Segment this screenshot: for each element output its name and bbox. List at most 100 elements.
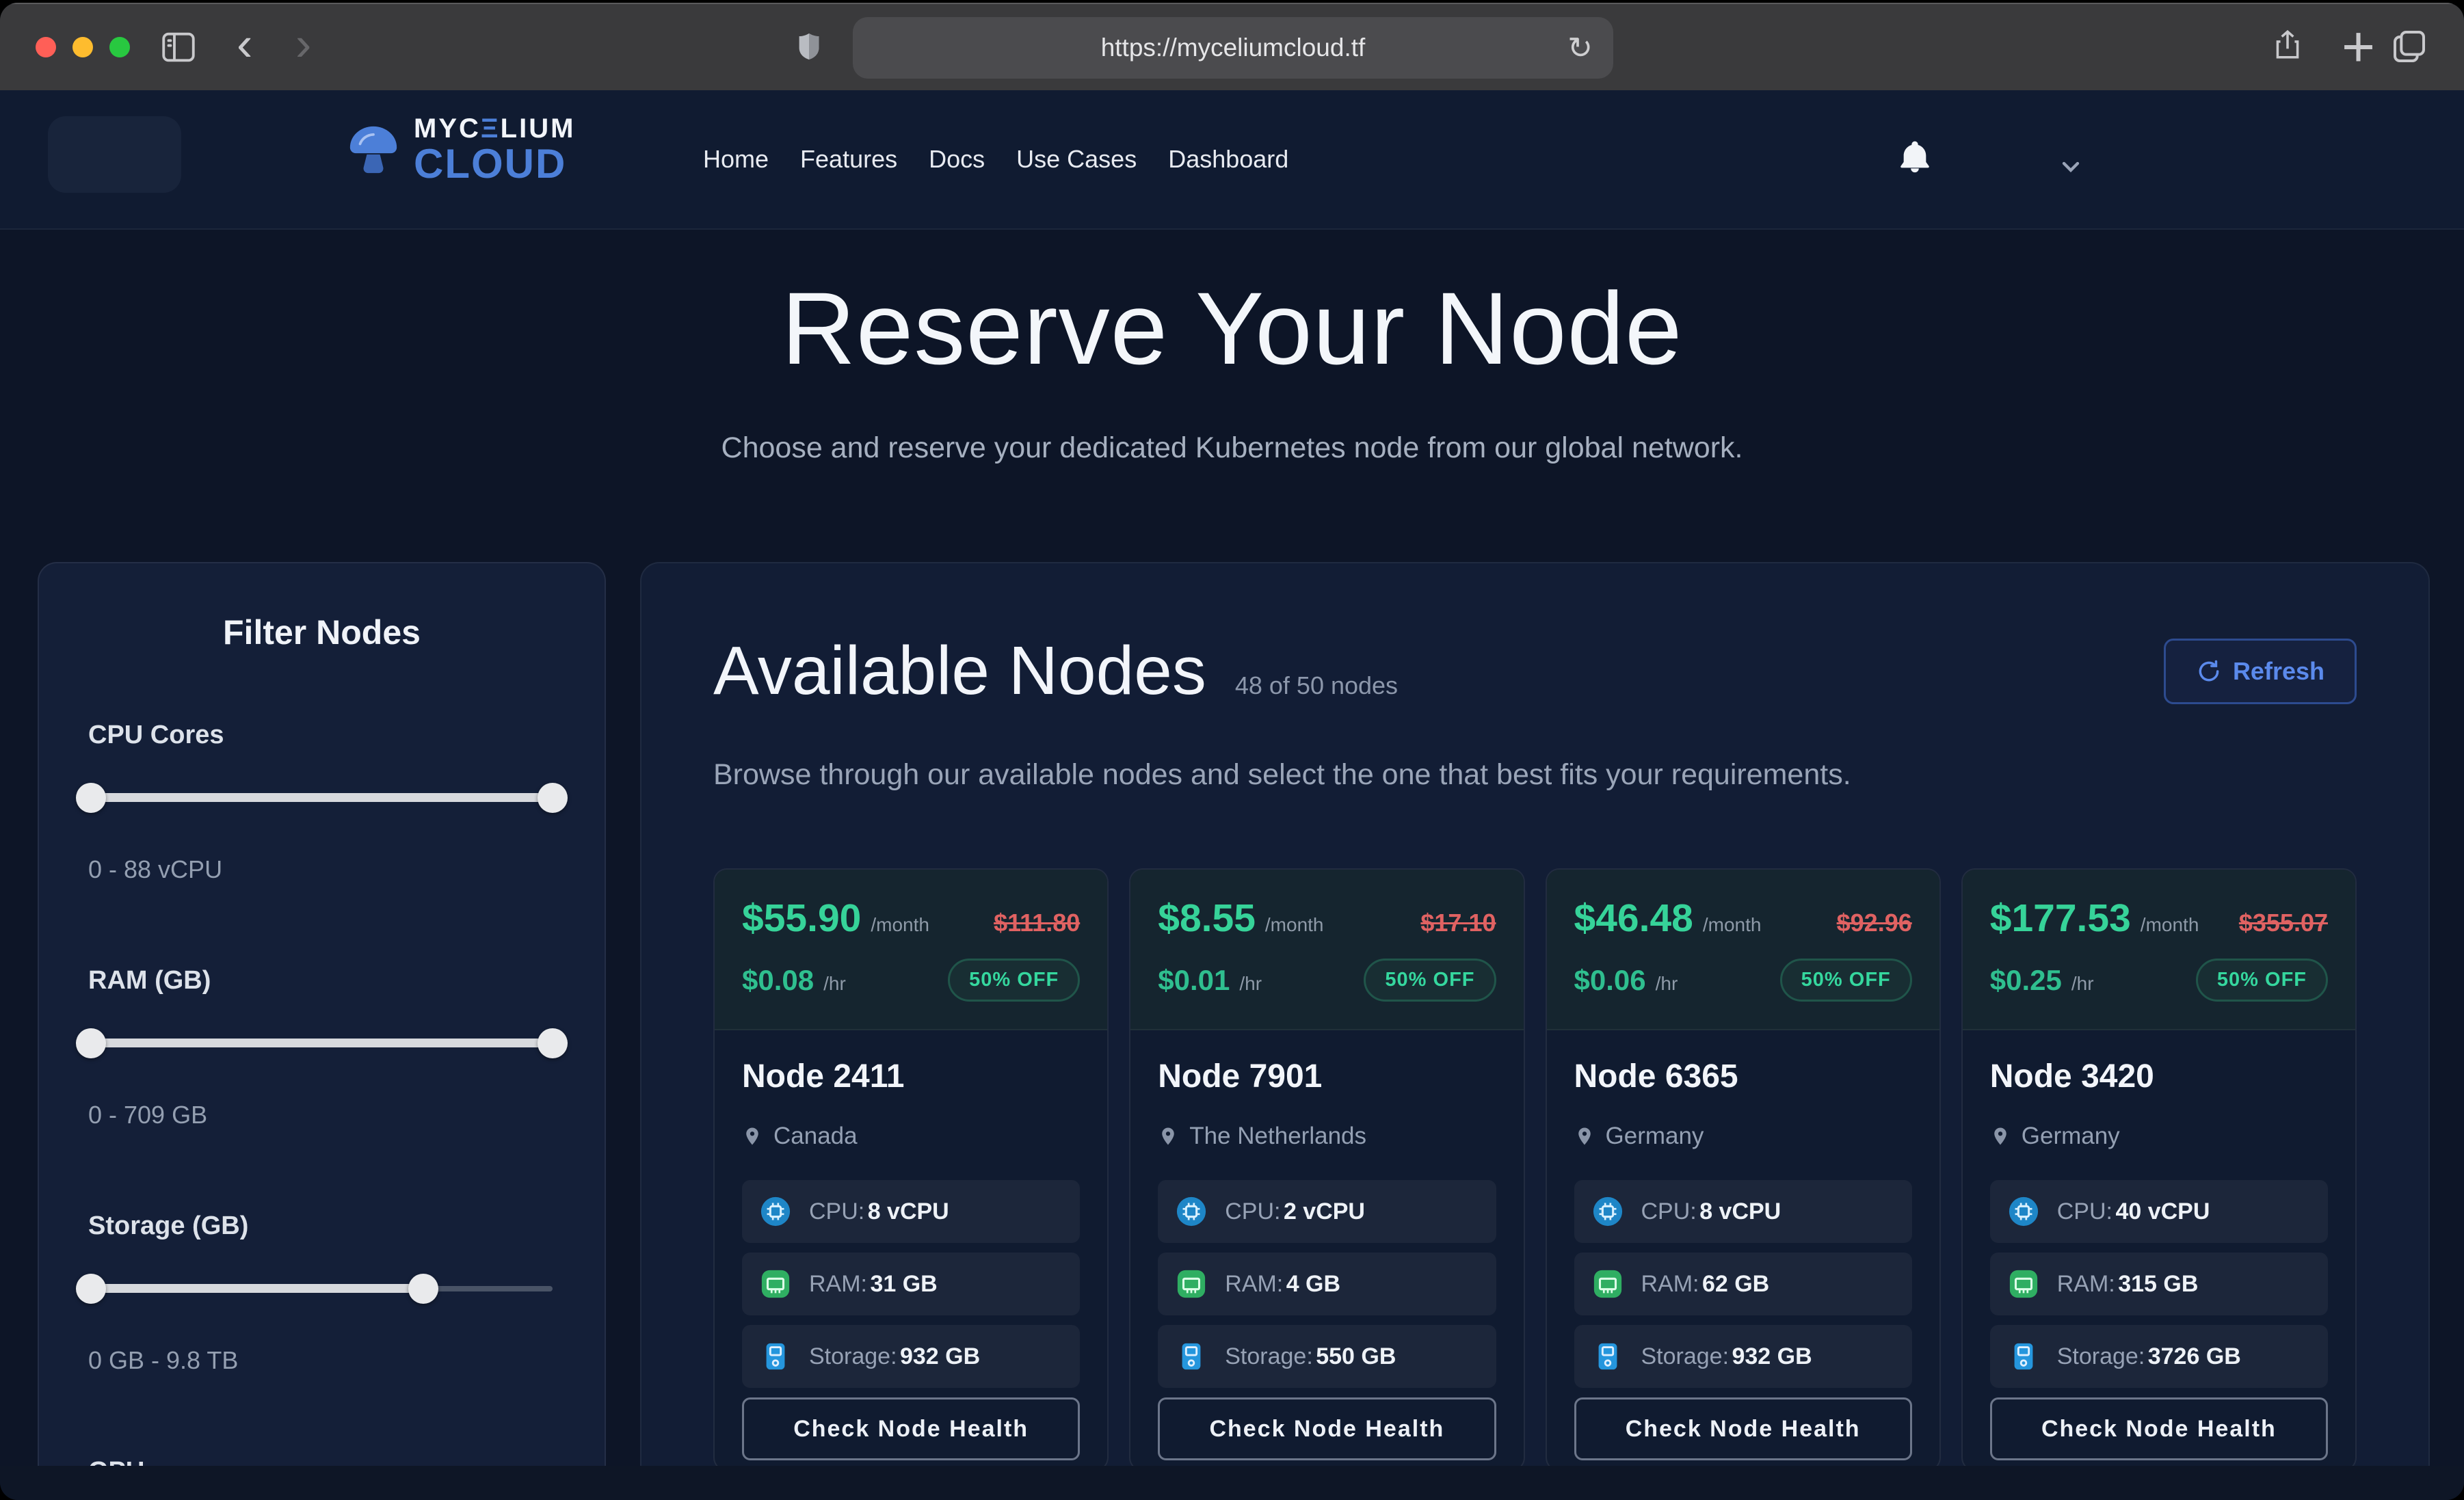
storage-value: 932 GB: [1732, 1343, 1812, 1369]
price-month-unit: /month: [1702, 914, 1762, 935]
old-price: $111.80: [994, 909, 1081, 937]
storage-value: 932 GB: [899, 1343, 981, 1369]
storage-filter-label: Storage (GB): [88, 1211, 249, 1240]
ram-icon: [1592, 1268, 1624, 1300]
storage-slider-max-handle[interactable]: [408, 1274, 438, 1304]
available-nodes-description: Browse through our available nodes and s…: [713, 758, 1851, 791]
brand-logo[interactable]: MYCΞLIUM CLOUD: [345, 115, 575, 185]
ram-value: 4 GB: [1286, 1270, 1341, 1297]
storage-spec-row: Storage: 932 GB: [1574, 1325, 1912, 1388]
share-icon[interactable]: [2270, 23, 2305, 66]
ram-icon: [760, 1268, 791, 1300]
ram-value: 315 GB: [2118, 1270, 2199, 1297]
url-text: https://myceliumcloud.tf: [1100, 34, 1366, 62]
refresh-label: Refresh: [2232, 656, 2324, 685]
node-card-pricing: $46.48 /month $92.96 $0.06 /hr 50% OFF: [1546, 870, 1939, 1030]
page-fold-strip: [0, 1466, 2464, 1500]
check-node-health-button[interactable]: Check Node Health: [1574, 1397, 1912, 1460]
cpu-filter-label: CPU Cores: [88, 721, 224, 749]
cpu-value: 40 vCPU: [2115, 1198, 2210, 1224]
privacy-shield-icon[interactable]: [793, 27, 825, 66]
node-card-pricing: $8.55 /month $17.10 $0.01 /hr 50% OFF: [1130, 870, 1524, 1030]
location-pin-icon: [742, 1126, 763, 1147]
ram-spec-row: RAM: 315 GB: [1989, 1253, 2328, 1315]
storage-range-text: 0 GB - 9.8 TB: [88, 1346, 239, 1374]
nav-link-home[interactable]: Home: [703, 145, 769, 173]
storage-range-slider[interactable]: [76, 1274, 553, 1304]
ram-filter-group: RAM (GB) 0 - 709 GB: [76, 966, 568, 1129]
old-price: $17.10: [1420, 909, 1496, 937]
tab-overview-icon[interactable]: [2390, 27, 2428, 66]
node-location: Germany: [2021, 1123, 2120, 1149]
node-location: Canada: [773, 1123, 858, 1149]
brand-wordmark: MYCΞLIUM CLOUD: [414, 113, 576, 187]
node-card: $177.53 /month $355.07 $0.25 /hr 50% OFF: [1961, 868, 2357, 1471]
storage-label: Storage:: [1225, 1343, 1313, 1369]
node-card-body: Node 7901 The Netherlands CPU: 2 vCPU RA…: [1130, 1030, 1523, 1470]
storage-spec-row: Storage: 932 GB: [742, 1325, 1081, 1388]
nav-link-features[interactable]: Features: [800, 145, 898, 173]
node-card: $46.48 /month $92.96 $0.06 /hr 50% OFF: [1545, 868, 1941, 1471]
cpu-spec-row: CPU: 8 vCPU: [742, 1180, 1081, 1243]
storage-icon: [1176, 1341, 1207, 1372]
reload-icon[interactable]: ↻: [1567, 31, 1593, 65]
price-month-unit: /month: [1264, 914, 1324, 935]
storage-slider-min-handle[interactable]: [76, 1274, 106, 1304]
forward-icon[interactable]: ›: [295, 17, 312, 70]
cpu-icon: [2008, 1196, 2039, 1227]
nav-link-docs[interactable]: Docs: [929, 145, 985, 173]
hero-section: Reserve Your Node Choose and reserve you…: [0, 228, 2464, 465]
minimize-window-button[interactable]: [72, 37, 93, 57]
mycelium-logo-icon: [345, 122, 401, 178]
address-bar[interactable]: https://myceliumcloud.tf ↻: [853, 17, 1613, 79]
traffic-lights: [36, 37, 130, 57]
cpu-filter-group: CPU Cores 0 - 88 vCPU: [76, 721, 568, 884]
notifications-bell-icon[interactable]: [1896, 135, 1934, 179]
refresh-icon: [2196, 658, 2222, 684]
node-name: Node 7901: [1158, 1058, 1323, 1095]
storage-spec-row: Storage: 3726 GB: [1989, 1325, 2328, 1388]
close-window-button[interactable]: [36, 37, 56, 57]
cpu-slider-min-handle[interactable]: [76, 783, 106, 813]
cpu-icon: [1592, 1196, 1624, 1227]
discount-badge: 50% OFF: [1779, 959, 1912, 1002]
new-tab-icon[interactable]: +: [2341, 14, 2375, 79]
ram-slider-max-handle[interactable]: [538, 1028, 568, 1058]
refresh-button[interactable]: Refresh: [2163, 638, 2357, 704]
check-node-health-button[interactable]: Check Node Health: [1158, 1397, 1496, 1460]
old-price: $355.07: [2238, 909, 2328, 937]
cpu-spec-row: CPU: 8 vCPU: [1574, 1180, 1912, 1243]
site-navbar: MYCΞLIUM CLOUD Home Features Docs Use Ca…: [0, 90, 2464, 230]
cpu-spec-row: CPU: 40 vCPU: [1989, 1180, 2328, 1243]
back-icon[interactable]: ‹: [237, 17, 253, 70]
cpu-slider-max-handle[interactable]: [538, 783, 568, 813]
node-cards-grid: $55.90 /month $111.80 $0.08 /hr 50% OFF: [713, 868, 2357, 1471]
user-menu-chevron-down-icon[interactable]: [2057, 153, 2084, 180]
check-node-health-button[interactable]: Check Node Health: [1989, 1397, 2328, 1460]
cpu-label: CPU:: [1225, 1198, 1281, 1224]
browser-window: ‹ › https://myceliumcloud.tf ↻ + MYCΞLIU…: [0, 3, 2464, 1500]
node-count-text: 48 of 50 nodes: [1234, 671, 1399, 699]
check-node-health-button[interactable]: Check Node Health: [742, 1397, 1081, 1460]
cpu-label: CPU:: [809, 1198, 865, 1224]
ram-range-text: 0 - 709 GB: [88, 1101, 208, 1129]
ram-range-slider[interactable]: [76, 1028, 568, 1058]
ram-label: RAM:: [1641, 1270, 1699, 1297]
sidebar-toggle-icon[interactable]: [159, 27, 198, 67]
discount-badge: 50% OFF: [948, 959, 1081, 1002]
price-hour: $0.06: [1574, 963, 1646, 996]
price-hour-unit: /hr: [823, 972, 846, 994]
storage-label: Storage:: [2056, 1343, 2145, 1369]
ram-slider-min-handle[interactable]: [76, 1028, 106, 1058]
zoom-window-button[interactable]: [109, 37, 130, 57]
nav-link-use-cases[interactable]: Use Cases: [1016, 145, 1137, 173]
cpu-range-slider[interactable]: [76, 783, 568, 813]
cpu-spec-row: CPU: 2 vCPU: [1158, 1180, 1496, 1243]
node-card-body: Node 6365 Germany CPU: 8 vCPU RAM: 62 GB: [1547, 1030, 1939, 1470]
ram-spec-row: RAM: 4 GB: [1158, 1253, 1496, 1315]
filter-panel-title: Filter Nodes: [223, 613, 421, 652]
nav-link-dashboard[interactable]: Dashboard: [1168, 145, 1289, 173]
node-location: The Netherlands: [1189, 1123, 1367, 1149]
storage-label: Storage:: [1641, 1343, 1730, 1369]
ram-value: 31 GB: [870, 1270, 938, 1297]
